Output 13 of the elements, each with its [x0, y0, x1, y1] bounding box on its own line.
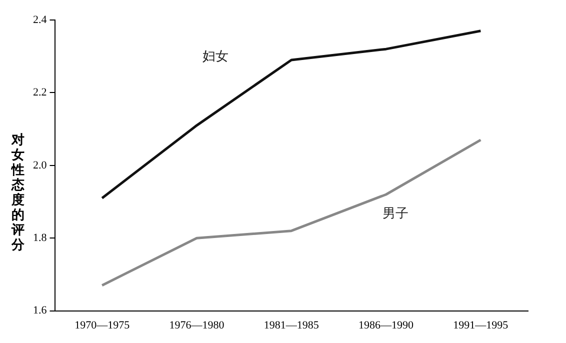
- y-axis-title: 对女性态度的评分: [10, 133, 26, 253]
- y-tick-label: 1.6: [33, 304, 48, 317]
- y-tick-label: 1.8: [33, 232, 48, 244]
- text: 妇女: [202, 50, 229, 65]
- x-tick-label: 1981—1985: [264, 319, 320, 332]
- y-tick-label: 2.2: [33, 86, 47, 99]
- x-tick-label: 1991—1995: [453, 319, 509, 332]
- x-tick-label: 1970—1975: [74, 319, 130, 332]
- y-tick-label: 2.0: [33, 159, 48, 172]
- x-tick-label: 1976—1980: [169, 319, 225, 332]
- series-label: 男子: [382, 206, 408, 222]
- y-tick-label: 2.4: [33, 14, 48, 26]
- x-tick-label: 1986—1990: [358, 319, 414, 332]
